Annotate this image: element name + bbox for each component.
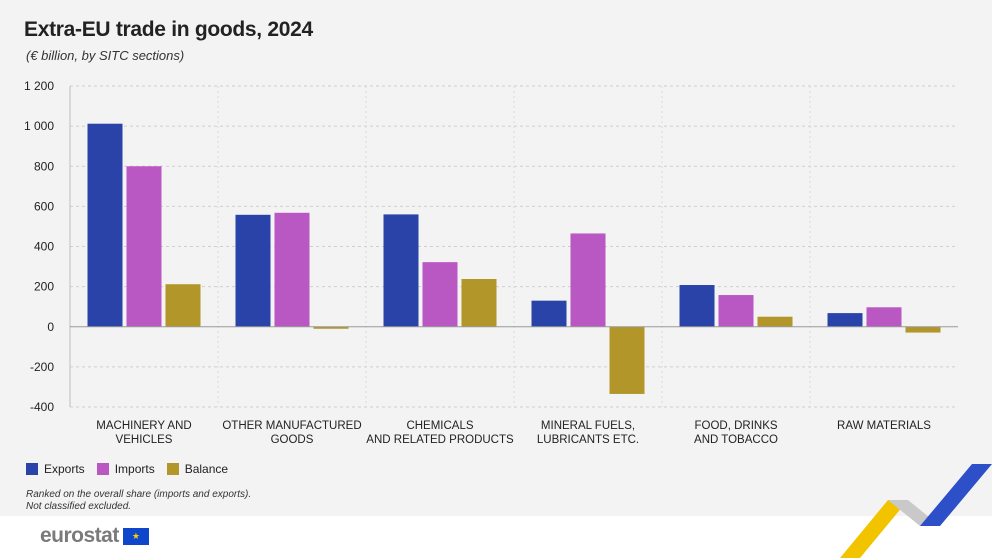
decorative-chevron-icon [840, 464, 992, 558]
footnote-ranking: Ranked on the overall share (imports and… [26, 489, 252, 500]
y-tick-label: 0 [47, 320, 54, 334]
bar-balance [165, 284, 201, 327]
legend-label-balance: Balance [184, 462, 229, 476]
x-tick-label-line: AND RELATED PRODUCTS [366, 434, 514, 446]
bar-imports [274, 212, 310, 327]
x-tick-label: MINERAL FUELS, LUBRICANTS ETC. [537, 420, 639, 446]
bar-exports [827, 313, 863, 327]
bar-imports [866, 307, 902, 327]
footnotes: Ranked on the overall share (imports and… [26, 489, 251, 513]
x-tick-label-line: OTHER MANUFACTURED [222, 420, 361, 432]
deco-yellow-stripe [840, 500, 908, 558]
footer [0, 516, 992, 558]
y-tick-label: -200 [30, 360, 54, 374]
bar-chart: 1 200 1 000 800 600 400 200 0 -200 -400 MACHINERY… [24, 79, 958, 446]
chart-title: Extra-EU trade in goods, 2024 [24, 18, 313, 41]
x-tick-label: MACHINERY AND VEHICLES [96, 420, 191, 446]
bar-exports [679, 285, 715, 327]
x-tick-label: FOOD, DRINKS AND TOBACCO [694, 420, 778, 446]
bar-exports [87, 123, 123, 327]
bar-balance [757, 316, 793, 327]
legend-label-imports: Imports [114, 462, 155, 476]
bar-imports [422, 262, 458, 327]
legend-swatch-exports [26, 463, 38, 475]
legend: Exports Imports Balance [26, 462, 228, 476]
bar-balance [461, 279, 497, 327]
x-tick-label-line: CHEMICALS [406, 420, 473, 432]
y-tick-label: 1 000 [24, 119, 54, 133]
legend-label-exports: Exports [44, 462, 85, 476]
footnote-excluded: Not classified excluded. [26, 501, 132, 512]
bar-imports [126, 166, 162, 327]
y-tick-label: 400 [34, 240, 54, 254]
x-tick-label: RAW MATERIALS [837, 420, 931, 432]
eu-flag-icon: ★ [122, 527, 149, 545]
y-tick-label: 1 200 [24, 79, 54, 93]
logo-text: eurostat [40, 524, 119, 547]
x-tick-label-line: FOOD, DRINKS [694, 420, 777, 432]
x-tick-label: CHEMICALS AND RELATED PRODUCTS [366, 420, 514, 446]
bar-balance [313, 326, 349, 329]
bar-balance [905, 326, 941, 333]
x-tick-label-line: GOODS [271, 434, 314, 446]
bar-balance [609, 326, 645, 394]
bar-imports [570, 233, 606, 327]
chart-subtitle: (€ billion, by SITC sections) [26, 48, 185, 63]
x-tick-label-line: LUBRICANTS ETC. [537, 434, 639, 446]
y-tick-label: 800 [34, 159, 54, 173]
x-tick-label-line: MINERAL FUELS, [541, 420, 635, 432]
eurostat-logo: eurostat ★ [40, 524, 149, 548]
bar-exports [531, 300, 567, 327]
legend-item-balance: Balance [166, 462, 229, 476]
deco-blue-stripe [920, 464, 992, 526]
x-tick-label-line: VEHICLES [116, 434, 173, 446]
x-tick-label-line: AND TOBACCO [694, 434, 778, 446]
legend-item-imports: Imports [96, 462, 155, 476]
legend-swatch-balance [166, 463, 179, 475]
x-tick-label-line: MACHINERY AND [96, 420, 191, 432]
y-tick-label: 600 [34, 199, 54, 213]
y-tick-label: -400 [30, 400, 54, 414]
eu-flag-stars: ★ [131, 530, 140, 541]
bar-exports [235, 214, 271, 327]
legend-swatch-imports [96, 463, 109, 475]
x-tick-label-line: RAW MATERIALS [837, 420, 931, 432]
legend-item-exports: Exports [26, 462, 85, 476]
bar-imports [718, 295, 754, 327]
bar-exports [383, 214, 419, 327]
y-tick-label: 200 [34, 280, 54, 294]
x-tick-label: OTHER MANUFACTURED GOODS [222, 420, 361, 446]
